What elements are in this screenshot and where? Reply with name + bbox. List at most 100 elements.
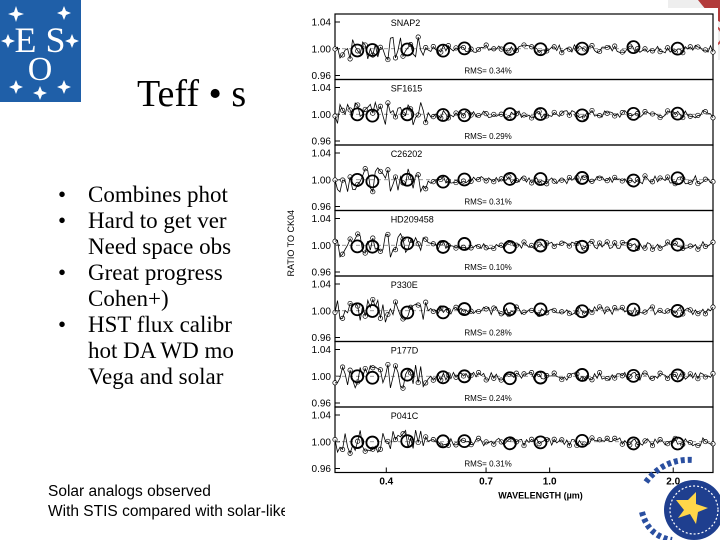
data-point xyxy=(710,304,716,310)
broadband-marker xyxy=(436,174,450,189)
broadband-marker xyxy=(350,43,365,58)
broadband-marker xyxy=(626,302,641,317)
broadband-marker xyxy=(350,369,365,384)
panel-rms-label: RMS= 0.34% xyxy=(464,67,511,76)
y-tick-label: 1.04 xyxy=(312,83,332,94)
broadband-marker xyxy=(533,107,548,121)
bullet-line: hot DA WD mo xyxy=(88,338,234,363)
data-point xyxy=(710,371,716,377)
y-tick-label: 1.04 xyxy=(312,411,332,422)
broadband-marker xyxy=(670,41,685,56)
broadband-marker xyxy=(350,239,365,254)
broadband-marker xyxy=(670,171,685,186)
broadband-marker xyxy=(365,370,380,385)
chart-svg: 1.04 1.00 0.96 SNAP2 RMS= 0.34% 1.04 1.00 0.96 S… xyxy=(286,13,716,501)
broadband-marker xyxy=(533,435,548,450)
iac-logo-graphic xyxy=(639,456,720,543)
broadband-marker xyxy=(400,107,415,122)
broadband-marker xyxy=(575,239,590,254)
broadband-marker xyxy=(670,106,685,121)
ratio-line xyxy=(334,36,714,61)
broadband-marker xyxy=(533,172,548,186)
broadband-marker xyxy=(626,40,641,55)
panel-rms-label: RMS= 0.31% xyxy=(464,198,511,207)
y-tick-label: 1.00 xyxy=(312,306,332,317)
broadband-marker xyxy=(575,41,590,56)
broadband-marker xyxy=(350,107,365,122)
broadband-marker xyxy=(365,239,380,254)
bullet-item-2: • Hard to get ver Need space obs xyxy=(58,208,358,260)
broadband-marker xyxy=(400,367,415,382)
iac-arc-text xyxy=(643,456,695,484)
broadband-marker xyxy=(365,174,380,189)
broadband-marker xyxy=(575,171,590,185)
broadband-marker xyxy=(365,108,380,123)
x-axis-label: WAVELENGTH (µm) xyxy=(498,491,583,501)
broadband-marker xyxy=(533,302,548,317)
caption-line: Solar analogs observed xyxy=(48,483,211,500)
y-tick-label: 0.96 xyxy=(312,202,332,213)
iac-arc-text-lower xyxy=(639,511,673,543)
panel-star-label: P177D xyxy=(391,346,419,356)
bullet-line: Need space obs xyxy=(88,234,232,259)
y-tick-label: 1.00 xyxy=(312,241,332,252)
bullet-line: Cohen+) xyxy=(88,286,169,311)
broadband-marker xyxy=(400,305,415,320)
panel-rms-label: RMS= 0.31% xyxy=(464,460,511,469)
bullet-item-1: • Combines phot xyxy=(58,182,358,208)
y-tick-label: 0.96 xyxy=(312,464,332,475)
y-tick-label: 1.00 xyxy=(312,372,332,383)
y-tick-label: 1.00 xyxy=(312,110,332,121)
iac-star-icon xyxy=(676,492,708,524)
panel-rms-label: RMS= 0.29% xyxy=(464,132,511,141)
broadband-marker xyxy=(533,238,548,253)
bullet-dot-icon: • xyxy=(58,182,67,207)
broadband-marker xyxy=(436,434,450,449)
broadband-marker xyxy=(436,240,450,254)
bullet-line: Combines phot xyxy=(88,182,228,207)
broadband-marker xyxy=(457,108,472,123)
eso-wordmark-bottom: O xyxy=(28,51,53,88)
y-axis-label: RATIO TO CK04 xyxy=(286,210,296,277)
y-tick-label: 1.00 xyxy=(312,437,332,448)
iac-logo xyxy=(636,452,720,543)
ratio-line xyxy=(334,298,714,323)
y-tick-label: 1.04 xyxy=(312,280,332,291)
broadband-marker xyxy=(436,305,450,320)
panel-rms-label: RMS= 0.24% xyxy=(464,394,511,403)
x-tick-label: 1.0 xyxy=(543,477,557,488)
eso-wordmark-top: E S xyxy=(14,20,65,60)
broadband-marker xyxy=(457,172,472,187)
broadband-marker xyxy=(670,368,685,383)
y-tick-label: 0.96 xyxy=(312,333,332,344)
broadband-marker xyxy=(350,172,365,187)
broadband-marker xyxy=(626,436,641,451)
broadband-marker xyxy=(502,107,517,122)
bullet-dot-icon: • xyxy=(58,312,67,337)
panel-star-label: HD209458 xyxy=(391,215,434,225)
eso-logo-graphic: E S O xyxy=(0,0,81,102)
broadband-marker xyxy=(436,370,450,385)
broadband-marker xyxy=(502,240,517,254)
bullet-list: • Combines phot • Hard to get ver Need s… xyxy=(58,182,358,390)
broadband-marker xyxy=(457,302,472,316)
bullet-dot-icon: • xyxy=(58,208,67,233)
spectra-ratio-figure: 1.04 1.00 0.96 SNAP2 RMS= 0.34% 1.04 1.00 0.96 S… xyxy=(285,8,718,525)
y-tick-label: 1.04 xyxy=(312,214,332,225)
eso-logo: E S O xyxy=(0,0,81,102)
ratio-line xyxy=(334,232,714,258)
broadband-marker xyxy=(575,433,590,448)
broadband-marker xyxy=(575,108,590,123)
panel-rms-label: RMS= 0.10% xyxy=(464,263,511,272)
broadband-marker xyxy=(626,368,641,383)
broadband-marker xyxy=(626,107,641,121)
broadband-marker xyxy=(502,436,517,451)
panel-star-label: SNAP2 xyxy=(391,18,421,28)
broadband-marker xyxy=(365,43,380,57)
broadband-marker xyxy=(502,371,517,386)
y-tick-label: 1.04 xyxy=(312,149,332,160)
broadband-marker xyxy=(457,237,472,251)
broadband-marker xyxy=(670,237,685,252)
eso-star-icons xyxy=(1,6,79,100)
bullet-dot-icon: • xyxy=(58,260,67,285)
